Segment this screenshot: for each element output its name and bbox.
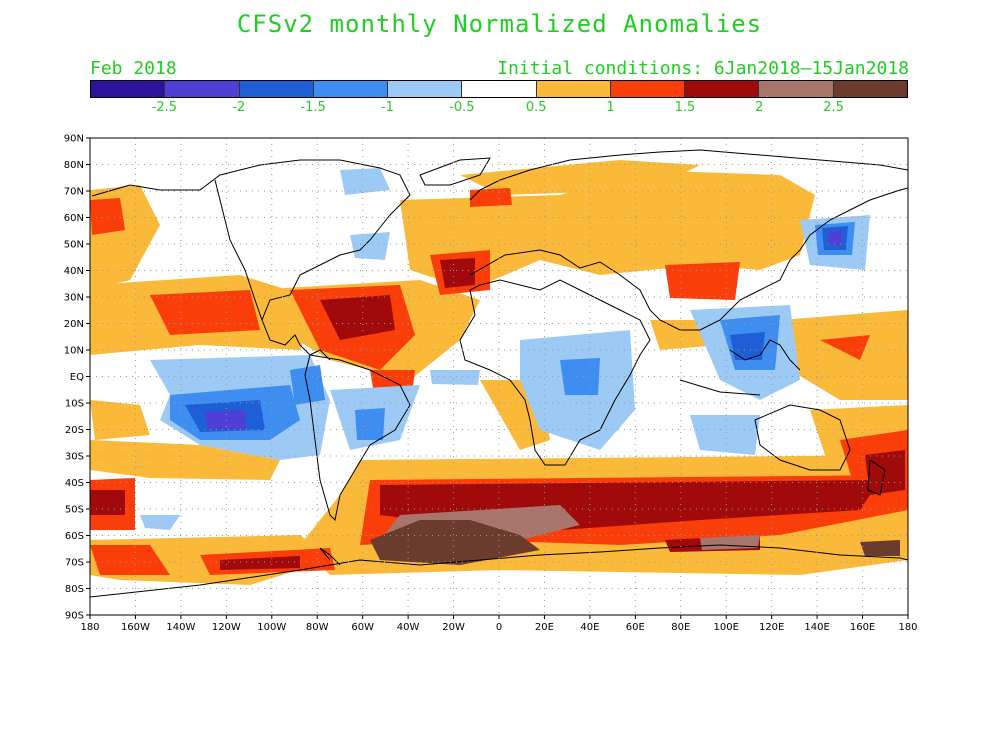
longitude-label: 40E — [580, 622, 599, 633]
chart-title: CFSv2 monthly Normalized Anomalies — [236, 10, 763, 38]
latitude-label: 90N — [64, 134, 84, 145]
latitude-label: 50N — [64, 240, 84, 251]
colorbar-swatch — [759, 81, 834, 97]
colorbar-tick-label: 2 — [755, 100, 764, 115]
colorbar-tick-label: -1 — [380, 100, 394, 115]
longitude-label: 140E — [804, 622, 829, 633]
longitude-label: 60E — [626, 622, 645, 633]
latitude-label: 40N — [64, 266, 84, 277]
latitude-labels: 90N 80N 70N 60N 50N 40N 30N 20N 10N EQ 10S 20S 30S 40… — [64, 134, 90, 622]
longitude-label: 20W — [442, 622, 465, 633]
colorbar-tick-label: 1 — [606, 100, 615, 115]
longitude-label: 120W — [212, 622, 241, 633]
latitude-label: 30S — [65, 452, 84, 463]
colorbar — [90, 80, 908, 98]
colorbar-swatch — [388, 81, 463, 97]
latitude-label: 90S — [65, 611, 84, 622]
longitude-label: 60W — [351, 622, 374, 633]
latitude-label: 20N — [64, 319, 84, 330]
anomaly-fields — [90, 160, 908, 585]
longitude-label: 120E — [759, 622, 784, 633]
colorbar-swatch — [313, 81, 389, 97]
latitude-label: 70S — [65, 558, 84, 569]
longitude-label: 40W — [397, 622, 420, 633]
colorbar-tick-label: 0.5 — [525, 100, 547, 115]
latitude-label: 10N — [64, 346, 84, 357]
latitude-label: 80N — [64, 160, 84, 171]
colorbar-tick-label: 2.5 — [823, 100, 844, 115]
anomaly-above-2-5 — [370, 520, 900, 565]
colorbar-swatch — [833, 81, 907, 97]
colorbar-tick-label: -2 — [232, 100, 246, 115]
longitude-label: 100E — [714, 622, 739, 633]
latitude-label: 60S — [65, 531, 84, 542]
longitude-label: 80E — [671, 622, 690, 633]
longitude-label: 180 — [80, 622, 99, 633]
latitude-label: 50S — [65, 505, 84, 516]
latitude-label: 30N — [64, 293, 84, 304]
latitude-label: EQ — [70, 372, 84, 383]
colorbar-swatch — [685, 81, 760, 97]
colorbar-swatch — [462, 81, 537, 97]
colorbar-tick-label: -1.5 — [300, 100, 326, 115]
longitude-label: 100W — [257, 622, 286, 633]
colorbar-swatch — [536, 81, 611, 97]
colorbar-swatch — [165, 81, 240, 97]
anomaly-minus-2-to-minus-2-5 — [205, 231, 842, 430]
valid-month-label: Feb 2018 — [90, 58, 177, 79]
latitude-label: 20S — [65, 425, 84, 436]
colorbar-swatch — [91, 81, 166, 97]
longitude-label: 160W — [121, 622, 150, 633]
colorbar-tick-label: -0.5 — [449, 100, 475, 115]
longitude-label: 160E — [850, 622, 875, 633]
colorbar-swatch — [610, 81, 686, 97]
longitude-labels: 180 160W 140W 120W 100W 80W 60W 40W 20W 0 20E 40E 60… — [80, 615, 918, 633]
latitude-label: 60N — [64, 213, 84, 224]
longitude-label: 80W — [306, 622, 329, 633]
latitude-label: 80S — [65, 584, 84, 595]
longitude-label: 140W — [166, 622, 195, 633]
longitude-label: 20E — [535, 622, 554, 633]
colorbar-tick-label: 1.5 — [674, 100, 696, 115]
colorbar-tick-label: -2.5 — [151, 100, 178, 115]
latitude-label: 10S — [65, 399, 84, 410]
latitude-label: 70N — [64, 187, 84, 198]
coastlines — [90, 149, 908, 598]
latitude-label: 40S — [65, 478, 84, 489]
colorbar-swatch — [239, 81, 314, 97]
graticule — [90, 138, 908, 615]
longitude-label: 0 — [496, 622, 502, 633]
initial-conditions-label: Initial conditions: 6Jan2018—15Jan2018 — [497, 58, 909, 79]
longitude-label: 180 — [898, 622, 917, 633]
